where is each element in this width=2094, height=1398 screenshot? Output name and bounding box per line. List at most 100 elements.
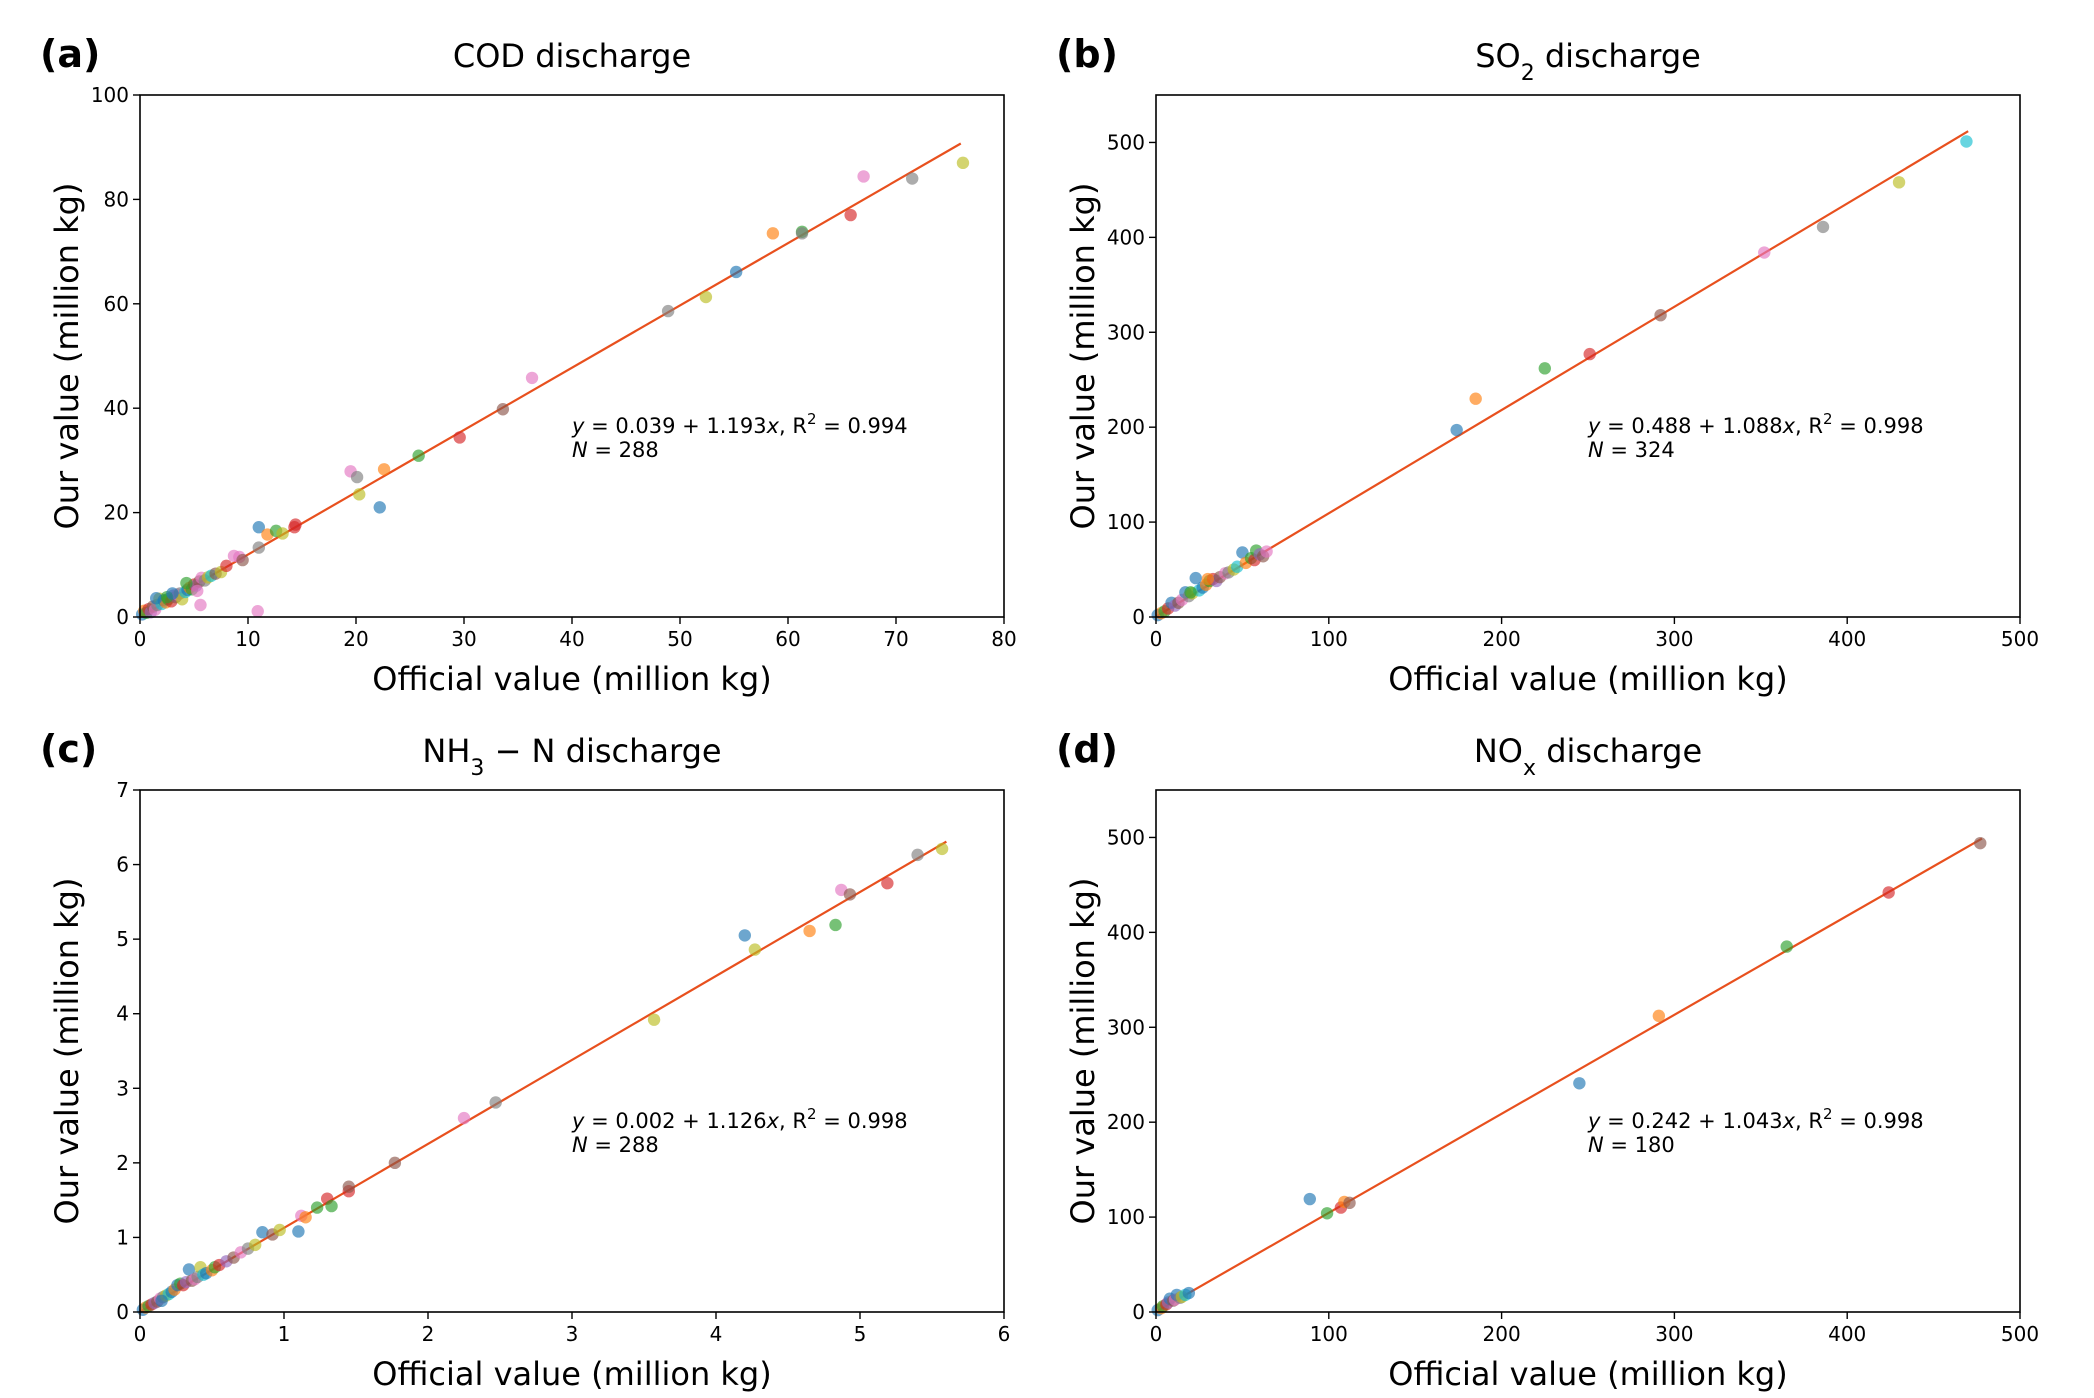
scatter-point xyxy=(273,1223,286,1237)
equation-part: = 0.488 + 1.088 xyxy=(1600,414,1782,438)
chart-title-part: 3 xyxy=(470,756,484,781)
y-tick-label: 100 xyxy=(1107,510,1145,534)
equation-part: x xyxy=(766,414,780,438)
scatter-point xyxy=(911,848,924,862)
scatter-point xyxy=(1182,1286,1196,1300)
scatter-point xyxy=(956,156,970,170)
y-tick-label: 100 xyxy=(1107,1205,1145,1229)
x-tick-label: 400 xyxy=(1828,1322,1866,1346)
y-axis-label: Our value (million kg) xyxy=(1064,183,1102,530)
chart-title-part: NH xyxy=(422,732,470,770)
regression-line xyxy=(1155,130,1969,618)
scatter-point xyxy=(844,208,857,222)
scatter-point xyxy=(1758,246,1771,259)
panel-a: (a) COD discharge 0 10 20 30 40 50 60 70 80 0 20 40 60… xyxy=(40,32,1017,698)
scatter-point xyxy=(766,227,780,240)
equation-part: , R xyxy=(779,414,807,438)
chart-title-part: NO xyxy=(1474,732,1523,770)
scatter-point xyxy=(299,1211,312,1224)
equation-part: 2 xyxy=(1823,410,1833,428)
y-axis-label: Our value (million kg) xyxy=(48,183,86,530)
y-tick-label: 6 xyxy=(116,853,129,877)
y-tick-label: 60 xyxy=(104,292,129,316)
equation-part: y xyxy=(571,1109,585,1133)
chart-title: COD discharge xyxy=(453,37,691,75)
x-tick-label: 60 xyxy=(775,627,800,651)
y-tick-label: 200 xyxy=(1107,1110,1145,1134)
x-tick-label: 2 xyxy=(422,1322,435,1346)
scatter-point xyxy=(1652,1009,1666,1023)
chart-title: SO2 discharge xyxy=(1475,37,1701,86)
scatter-point xyxy=(453,431,466,444)
x-tick-label: 300 xyxy=(1655,1322,1693,1346)
scatter-point xyxy=(236,553,249,567)
equation-part: = 0.998 xyxy=(1833,1109,1924,1133)
x-tick-label: 300 xyxy=(1655,627,1693,651)
scatter-point xyxy=(252,541,265,554)
chart-title: NH3 − N discharge xyxy=(422,732,721,781)
x-tick-label: 400 xyxy=(1828,627,1866,651)
equation-part: , R xyxy=(1795,414,1823,438)
scatter-point xyxy=(1573,1077,1586,1090)
equation-part: y xyxy=(1587,1109,1601,1133)
x-axis-label: Official value (million kg) xyxy=(372,1355,771,1393)
scatter-point xyxy=(373,501,386,514)
equation-part: = 0.998 xyxy=(1833,414,1924,438)
x-tick-label: 500 xyxy=(2001,627,2039,651)
scatter-point xyxy=(1882,886,1895,899)
regression-equation: y = 0.242 + 1.043x, R2 = 0.998 xyxy=(1587,1105,1924,1133)
scatter-point xyxy=(525,371,539,385)
scatter-point xyxy=(829,918,842,932)
equation-part: = 0.242 + 1.043 xyxy=(1600,1109,1782,1133)
scatter-point xyxy=(252,521,265,534)
scatter-point xyxy=(1974,836,1987,850)
scatter-point xyxy=(289,518,302,531)
scatter-point xyxy=(1343,1196,1356,1210)
scatter-point xyxy=(1469,392,1482,405)
y-tick-label: 1 xyxy=(116,1225,129,1249)
regression-line xyxy=(139,840,947,1313)
scatter-point xyxy=(155,1294,168,1308)
x-axis-label: Official value (million kg) xyxy=(1388,1355,1787,1393)
y-axis-label: Our value (million kg) xyxy=(1064,878,1102,1225)
scatter-point xyxy=(1450,423,1463,437)
regression-equation: y = 0.488 + 1.088x, R2 = 0.998 xyxy=(1587,410,1924,438)
scatter-point xyxy=(647,1013,661,1026)
x-tick-label: 4 xyxy=(710,1322,723,1346)
scatter-point xyxy=(1583,347,1596,361)
x-tick-label: 10 xyxy=(235,627,260,651)
chart-title: NOx discharge xyxy=(1474,732,1702,781)
x-tick-label: 0 xyxy=(1150,627,1163,651)
panel-label: (d) xyxy=(1056,727,1118,771)
panel-label: (b) xyxy=(1056,32,1118,76)
chart-title-part: discharge xyxy=(1535,37,1701,75)
equation-part: = 0.994 xyxy=(817,414,908,438)
equation-part: 2 xyxy=(807,410,817,428)
x-tick-label: 6 xyxy=(998,1322,1011,1346)
panel-label: (c) xyxy=(40,727,97,771)
chart-title-part: discharge xyxy=(1536,732,1702,770)
y-tick-label: 0 xyxy=(116,605,129,629)
chart-title-part: SO xyxy=(1475,37,1521,75)
x-tick-label: 70 xyxy=(883,627,908,651)
equation-part: = 0.039 + 1.193 xyxy=(584,414,766,438)
equation-part: , R xyxy=(1795,1109,1823,1133)
scatter-point xyxy=(194,598,207,612)
sample-size: N = 180 xyxy=(1588,1133,1675,1157)
scatter-point xyxy=(191,584,204,598)
scatter-point xyxy=(1320,1207,1334,1220)
scatter-point xyxy=(353,488,366,501)
x-tick-label: 0 xyxy=(1150,1322,1163,1346)
equation-part: = 0.002 + 1.126 xyxy=(584,1109,766,1133)
scatter-point xyxy=(496,403,510,416)
x-tick-label: 0 xyxy=(134,1322,147,1346)
scatter-point xyxy=(166,587,179,600)
y-tick-label: 500 xyxy=(1107,825,1145,849)
x-tick-label: 5 xyxy=(854,1322,867,1346)
scatter-point xyxy=(1303,1192,1316,1206)
scatter-point xyxy=(1816,220,1830,234)
scatter-point xyxy=(292,1225,305,1238)
scatter-point xyxy=(377,463,391,476)
